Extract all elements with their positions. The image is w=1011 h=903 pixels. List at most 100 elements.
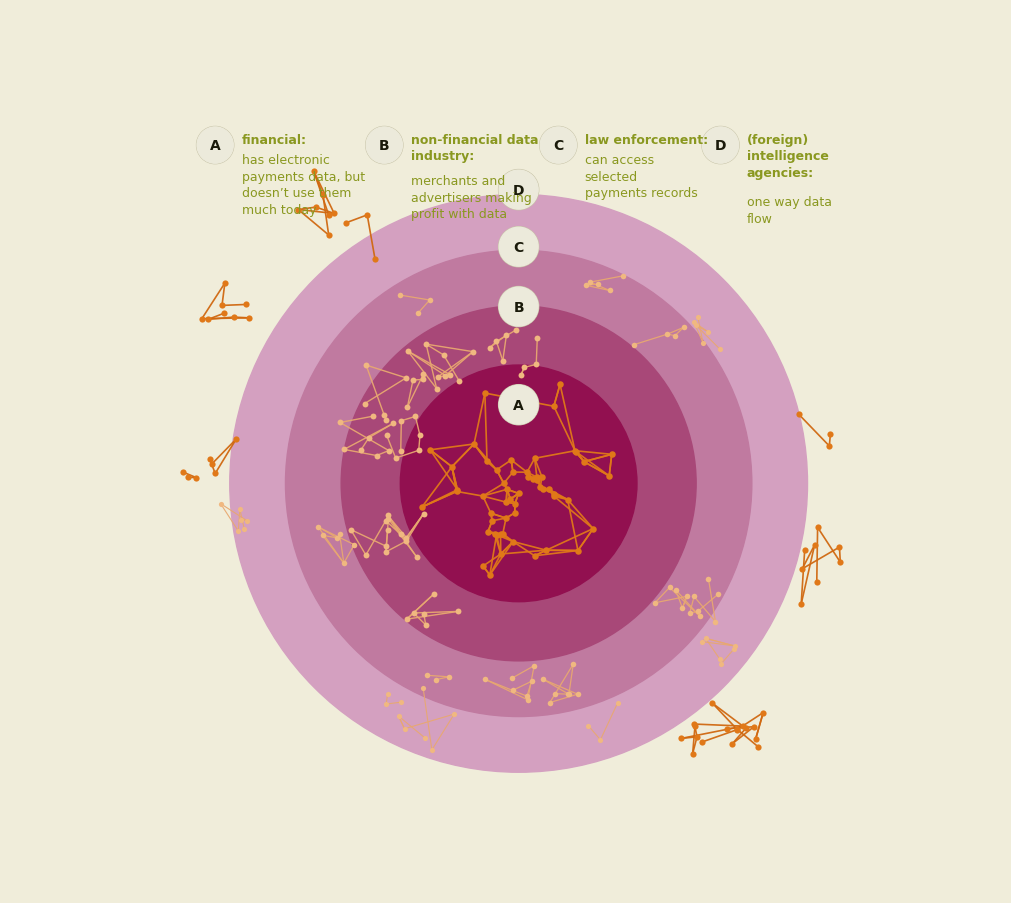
Point	[398, 531, 415, 545]
Point	[508, 323, 524, 338]
Point	[681, 606, 698, 620]
Point	[492, 547, 509, 562]
Point	[486, 527, 502, 542]
Point	[451, 375, 467, 389]
Point	[391, 288, 407, 303]
Point	[314, 189, 331, 203]
Point	[566, 444, 582, 459]
Point	[464, 345, 480, 359]
Point	[525, 472, 541, 487]
Point	[709, 588, 725, 602]
Text: B: B	[379, 139, 389, 153]
Point	[591, 732, 608, 747]
Point	[212, 497, 228, 511]
Point	[546, 488, 562, 502]
Point	[358, 548, 374, 563]
Circle shape	[702, 128, 738, 164]
Point	[305, 164, 321, 179]
Point	[376, 408, 392, 423]
Point	[449, 604, 465, 619]
Point	[737, 721, 753, 736]
Point	[569, 544, 585, 558]
Circle shape	[498, 386, 538, 424]
Point	[378, 697, 394, 712]
Point	[406, 410, 423, 424]
Point	[415, 373, 431, 387]
Text: D: D	[714, 139, 726, 153]
Point	[241, 312, 257, 326]
Point	[498, 482, 515, 497]
Point	[482, 507, 498, 521]
Point	[207, 467, 223, 481]
Point	[422, 443, 438, 458]
Point	[497, 496, 514, 510]
Point	[392, 527, 408, 542]
Point	[545, 399, 561, 414]
Point	[417, 731, 433, 745]
Point	[449, 483, 465, 498]
Point	[510, 487, 526, 501]
Point	[494, 526, 511, 541]
Text: merchants and
advertisers making
profit with data: merchants and advertisers making profit …	[410, 175, 531, 221]
Point	[497, 511, 514, 526]
Point	[661, 581, 677, 595]
Point	[399, 400, 416, 414]
Point	[377, 539, 393, 554]
Point	[796, 544, 812, 558]
Point	[538, 544, 554, 558]
Point	[413, 500, 430, 515]
Point	[584, 522, 601, 536]
Point	[175, 465, 191, 479]
Point	[831, 540, 847, 554]
Point	[646, 596, 662, 610]
Point	[579, 719, 595, 733]
Point	[718, 721, 734, 736]
Point	[519, 689, 535, 703]
Point	[516, 360, 532, 375]
Point	[232, 502, 248, 517]
Point	[379, 523, 395, 537]
Point	[535, 482, 551, 497]
Point	[713, 656, 729, 671]
Point	[497, 329, 514, 343]
Point	[488, 463, 504, 478]
Point	[326, 207, 342, 221]
Point	[666, 329, 682, 343]
Point	[213, 299, 229, 313]
Point	[428, 382, 444, 396]
Point	[390, 709, 406, 723]
Point	[465, 437, 481, 452]
Point	[793, 597, 809, 611]
Point	[426, 587, 442, 601]
Point	[667, 582, 683, 597]
Point	[314, 528, 331, 543]
Point	[392, 695, 408, 710]
Point	[728, 721, 744, 736]
Circle shape	[341, 306, 696, 661]
Point	[397, 371, 413, 386]
Point	[711, 342, 727, 357]
Point	[418, 618, 434, 632]
Point	[378, 414, 394, 428]
Point	[686, 719, 703, 733]
Point	[507, 497, 523, 511]
Point	[479, 525, 495, 539]
Point	[749, 740, 765, 754]
Point	[481, 568, 497, 582]
Point	[236, 522, 252, 536]
Point	[441, 670, 457, 684]
Text: A: A	[513, 398, 524, 413]
Point	[379, 508, 395, 523]
Point	[678, 590, 695, 604]
Point	[691, 610, 707, 624]
Point	[309, 520, 326, 535]
Point	[546, 686, 562, 701]
Point	[519, 465, 535, 479]
Point	[238, 298, 254, 312]
Point	[559, 687, 575, 702]
Text: (foreign)
intelligence
agencies:: (foreign) intelligence agencies:	[746, 134, 828, 180]
Point	[685, 316, 702, 330]
Point	[806, 538, 822, 553]
Point	[346, 538, 362, 553]
Point	[601, 284, 617, 298]
